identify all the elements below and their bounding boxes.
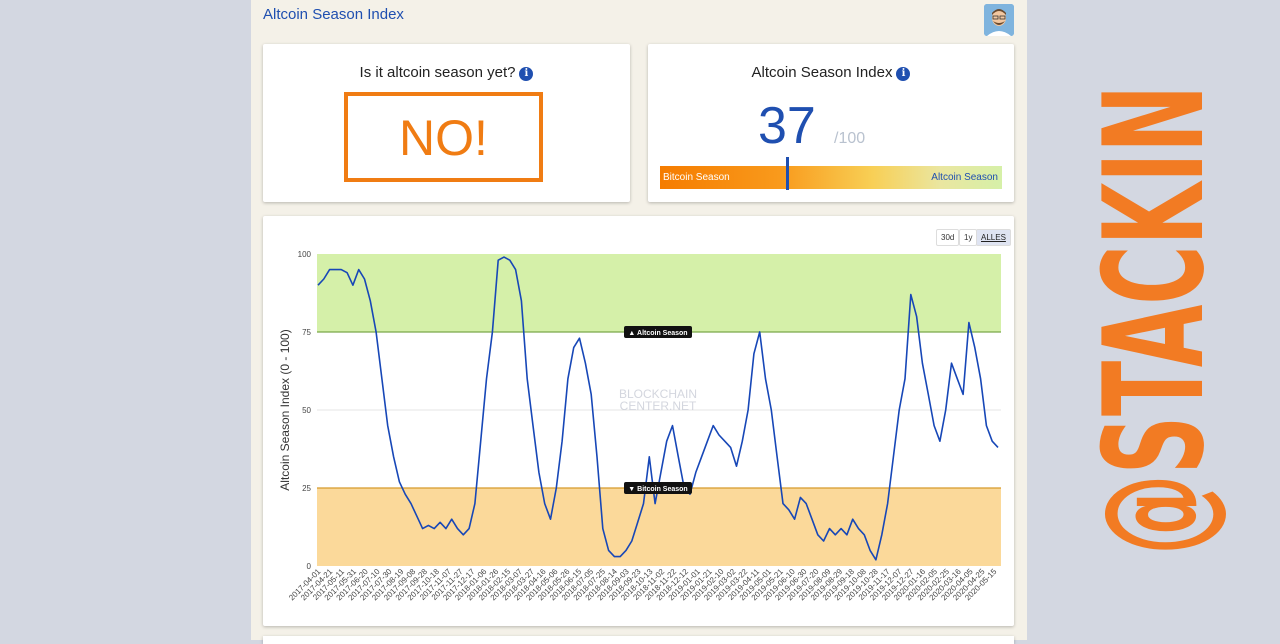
chart-watermark-line: CENTER.NET [620,399,697,413]
reference-label: ▲ Altcoin Season [628,330,687,337]
info-icon[interactable]: i [896,67,911,81]
reference-label-bg [624,326,692,338]
chart-card: 30d 1y ALLES 0 25 50 75 100 Altcoin Season Inde… [263,216,1014,626]
y-tick-label: 0 [307,562,312,571]
altcoin-season-status-card: Is it altcoin season yet? i NO! [263,44,630,202]
zone-bitcoin [317,488,1001,566]
index-card-title: Altcoin Season Index [751,64,893,81]
index-card: Altcoin Season Index i 37 /100 Bitcoin Se… [648,44,1014,202]
range-button-alles[interactable]: ALLES [976,229,1011,246]
next-card-edge [263,636,1014,644]
zone-altcoin [317,254,1001,332]
reference-label-bg [624,482,692,494]
y-tick-label: 25 [302,484,311,493]
reference-label: ▼ Bitcoin Season [628,486,687,493]
info-icon[interactable]: i [519,67,534,81]
status-card-title: Is it altcoin season yet? [359,64,516,81]
gauge-left-label: Bitcoin Season [663,172,730,183]
chart-watermark-line: BLOCKCHAIN [619,387,697,401]
stackin-watermark: @STACKIN [1090,85,1235,555]
page: Altcoin Season Index Is it altcoin seaso… [251,0,1027,644]
index-value: 37 [758,97,816,155]
altcoin-season-chart: 0 25 50 75 100 Altcoin Season Index (0 - 100)… [278,250,1001,602]
y-tick-label: 75 [302,328,311,337]
range-button-30d[interactable]: 30d [936,229,960,246]
status-answer: NO! [344,92,543,182]
page-title: Altcoin Season Index [263,6,404,23]
y-tick-label: 50 [302,406,311,415]
avatar[interactable] [984,4,1014,36]
gauge-right-label: Altcoin Season [931,172,998,183]
gauge-marker [785,157,789,190]
y-axis-label: Altcoin Season Index (0 - 100) [278,329,292,490]
index-max: /100 [834,130,866,147]
watermark-text: @STACKIN [1090,85,1235,555]
season-gauge: Bitcoin Season Altcoin Season [660,157,1002,190]
y-tick-label: 100 [298,250,312,259]
user-avatar-icon [984,4,1014,36]
